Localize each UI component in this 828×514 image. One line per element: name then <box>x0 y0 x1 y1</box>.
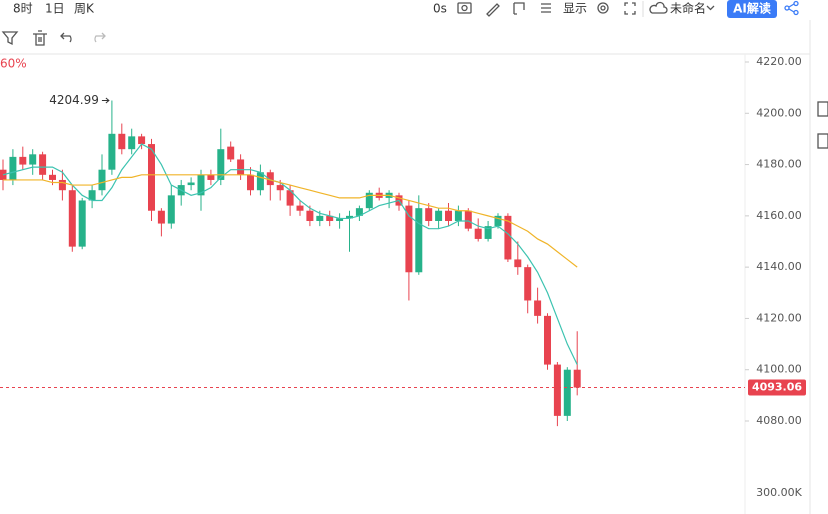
candle-body <box>563 369 571 416</box>
sidebar-item[interactable] <box>817 133 828 149</box>
moving-average-line <box>3 174 578 268</box>
candle-body <box>98 169 106 191</box>
interval-1d[interactable]: 1日 <box>45 2 65 16</box>
candle-body <box>514 259 522 268</box>
percent-label: 60% <box>0 57 27 71</box>
candle-body <box>573 369 581 388</box>
candle-body <box>445 210 452 221</box>
share-icon[interactable] <box>788 3 795 13</box>
candle-body <box>326 215 334 221</box>
candle-body <box>365 192 373 209</box>
last-price-box <box>748 379 806 396</box>
volume-axis-label: 300.00K <box>756 486 802 499</box>
candle-body <box>237 159 245 175</box>
candle-body <box>29 154 37 165</box>
layout-name[interactable]: 未命名 <box>670 1 706 16</box>
candle-body <box>484 226 492 239</box>
candle-body <box>534 300 542 316</box>
candle-body <box>138 136 146 145</box>
candle-body <box>336 218 344 221</box>
y-tick-label: 4140.00 <box>756 260 802 273</box>
max-arrow-head <box>105 97 110 104</box>
last-price-label: 4093.06 <box>752 381 802 394</box>
candle-body <box>197 174 205 196</box>
candle-body <box>494 215 502 227</box>
camera-icon[interactable] <box>457 2 472 14</box>
candle-body <box>504 215 512 260</box>
candle-body <box>88 190 96 201</box>
candle-body <box>346 215 353 219</box>
candle-body <box>167 195 175 224</box>
chevron-icon[interactable] <box>706 5 715 11</box>
y-tick-label: 4120.00 <box>756 311 802 324</box>
candle-body <box>316 215 324 221</box>
settings-icon[interactable] <box>597 2 609 14</box>
interval-8h[interactable]: 8时 <box>13 2 33 16</box>
candle-body <box>58 179 66 191</box>
drawing-toolbar <box>1 30 106 46</box>
candle-body <box>118 133 126 150</box>
pencil-icon[interactable] <box>486 3 500 17</box>
candle-body <box>454 210 462 221</box>
ai-button[interactable] <box>727 0 777 18</box>
candle-body <box>544 315 551 365</box>
candle-body <box>355 208 363 216</box>
cloud-icon[interactable] <box>649 1 668 14</box>
y-tick-label: 4100.00 <box>756 363 802 376</box>
redo-icon[interactable] <box>94 32 106 43</box>
candle-body <box>266 172 274 186</box>
alert-icon[interactable] <box>513 2 525 15</box>
candle-body <box>157 210 165 224</box>
candle-body <box>464 210 472 229</box>
candle-body <box>286 190 294 206</box>
candle-body <box>553 364 561 416</box>
candle-body <box>9 156 17 180</box>
candle-body <box>256 172 264 191</box>
candle-body <box>49 174 56 180</box>
candle-body <box>306 210 314 221</box>
y-tick-label: 4220.00 <box>756 55 802 68</box>
candle-body <box>78 200 86 247</box>
max-label: 4204.99 <box>49 93 99 107</box>
candle-body <box>227 146 235 160</box>
filter-icon[interactable] <box>1 31 19 46</box>
candle-body <box>108 133 116 170</box>
y-tick-label: 4080.00 <box>756 414 802 427</box>
candle-body <box>405 205 413 273</box>
candle-body <box>128 136 136 150</box>
countdown: 0s <box>433 2 447 16</box>
fullscreen-icon[interactable] <box>624 2 636 15</box>
candle-body <box>207 174 215 180</box>
candle-body <box>425 208 433 221</box>
y-tick-label: 4200.00 <box>756 106 802 119</box>
toolbar-icons <box>457 0 799 17</box>
candle-body <box>524 267 532 301</box>
candle-body <box>68 190 76 247</box>
candle-body <box>435 210 443 221</box>
undo-icon[interactable] <box>60 32 72 43</box>
candle-body <box>217 149 225 180</box>
y-tick-label: 4180.00 <box>756 158 802 171</box>
plot-area: 4080.00 4100.00 4120.00 4140.00 4160.00 4180.… <box>0 55 806 427</box>
candle-body <box>39 154 47 175</box>
y-tick-label: 4160.00 <box>756 209 802 222</box>
candle-body <box>187 182 195 186</box>
sidebar-icons <box>817 101 828 149</box>
candle-body <box>415 208 423 273</box>
sidebar-item[interactable] <box>817 101 828 117</box>
candle-body <box>247 174 254 191</box>
candle-body <box>296 205 304 211</box>
menu-icon[interactable] <box>541 3 551 13</box>
candle-body <box>19 156 27 165</box>
display-button[interactable]: 显示 <box>563 2 587 16</box>
candle-body <box>148 144 155 211</box>
candle-body <box>474 228 482 239</box>
trash-icon[interactable] <box>33 30 47 46</box>
moving-average-line <box>2 143 578 365</box>
interval-1w[interactable]: 周K <box>74 2 95 16</box>
ai-button-label[interactable]: AI解读 <box>733 1 771 16</box>
candle-body <box>276 185 284 191</box>
